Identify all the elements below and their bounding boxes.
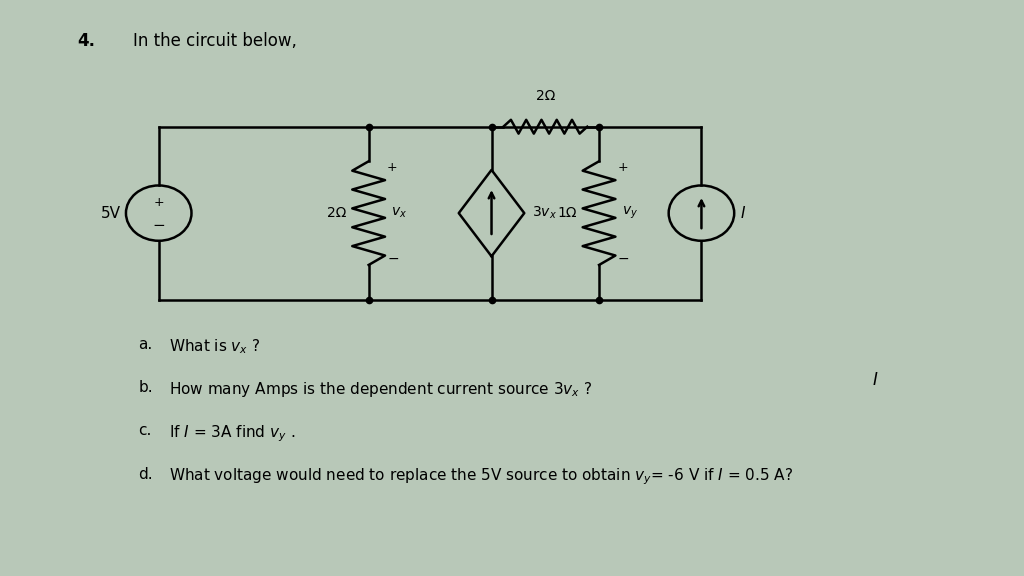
Text: If $I$ = 3A find $v_y$ .: If $I$ = 3A find $v_y$ . [169,423,295,444]
Text: a.: a. [138,337,153,352]
Text: +: + [387,161,397,173]
Text: $v_x$: $v_x$ [391,206,408,221]
Text: 1Ω: 1Ω [557,206,577,220]
Text: $3v_x$: $3v_x$ [532,205,557,221]
Text: +: + [154,196,164,209]
Text: +: + [617,161,628,173]
Text: 4.: 4. [77,32,95,50]
Text: In the circuit below,: In the circuit below, [133,32,297,50]
Text: −: − [387,252,398,266]
Text: $v_y$: $v_y$ [622,205,638,221]
Text: d.: d. [138,467,153,482]
Text: $I$: $I$ [740,205,746,221]
Text: 2Ω: 2Ω [327,206,346,220]
Text: −: − [617,252,629,266]
Text: 2Ω: 2Ω [536,89,555,103]
Text: c.: c. [138,423,152,438]
Text: −: − [153,218,165,233]
Text: $I$: $I$ [872,371,879,389]
Text: How many Amps is the dependent current source $3v_x$ ?: How many Amps is the dependent current s… [169,380,593,399]
Text: 5V: 5V [100,206,121,221]
Text: What voltage would need to replace the 5V source to obtain $v_y$= -6 V if $I$ = : What voltage would need to replace the 5… [169,467,794,487]
Text: What is $v_x$ ?: What is $v_x$ ? [169,337,260,355]
Text: b.: b. [138,380,153,395]
